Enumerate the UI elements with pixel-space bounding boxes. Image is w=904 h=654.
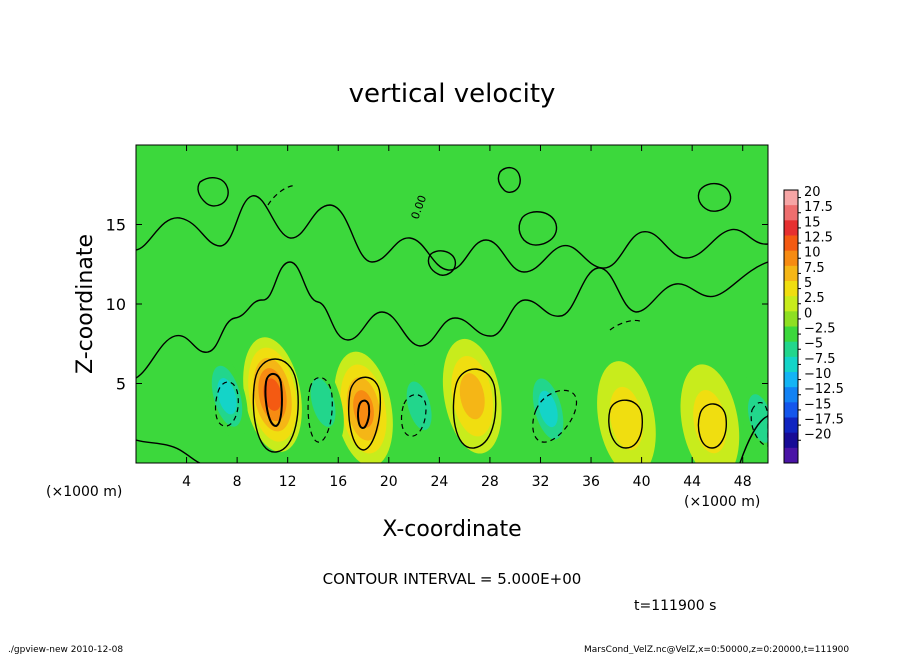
updraft-1-level-5 <box>263 378 282 411</box>
colorbar-swatch-8 <box>784 296 798 312</box>
colorbar-swatch-6 <box>784 265 798 282</box>
contour-downdraft-3 <box>400 394 427 437</box>
plot-area: 0.00 <box>136 145 768 463</box>
x-tick-label-28: 28 <box>481 474 499 490</box>
contour-lower-right <box>739 415 768 463</box>
contour-downdraft-2 <box>307 377 333 443</box>
contour-updraft-5 <box>697 403 728 449</box>
colorbar-label-15: −15 <box>804 397 831 412</box>
x-tick-label-48: 48 <box>734 474 752 490</box>
colorbar-swatch-13 <box>784 372 798 388</box>
contour-tower-4 <box>697 183 732 212</box>
contour-tower-3 <box>518 211 558 246</box>
contour-cloud-top <box>136 195 768 273</box>
x-tick-label-20: 20 <box>380 474 398 490</box>
y-tick-label-10: 10 <box>106 295 126 314</box>
colorbar-swatch-4 <box>784 235 798 252</box>
time-label: t=111900 s <box>634 598 716 614</box>
y-axis-ticks: 5 10 15 <box>106 216 768 394</box>
x-tick-label-32: 32 <box>532 474 550 490</box>
contour-downdraft-5 <box>750 402 768 447</box>
x-axis-ticks: 4 8 12 16 20 24 28 32 36 40 44 48 <box>182 145 752 490</box>
contour-tower-1 <box>197 177 229 207</box>
colorbar-label-4: 12.5 <box>804 231 833 246</box>
contour-downdraft-1 <box>214 381 239 427</box>
contour-updraft-3 <box>452 368 497 449</box>
x-tick-label-40: 40 <box>633 474 651 490</box>
colorbar-swatch-12 <box>784 356 798 373</box>
colorbar-label-2: 17.5 <box>804 200 833 215</box>
colorbar-swatch-2 <box>784 205 798 221</box>
negative-contours <box>214 185 768 447</box>
colorbar-swatch-17 <box>784 432 798 449</box>
colorbar-label-5: 10 <box>804 246 821 261</box>
colorbar-label-3: 15 <box>804 215 821 230</box>
colorbar-swatch-1 <box>784 190 798 206</box>
colorbar-labels: 2017.51512.5107.552.50−2.5−5−7.5−10−12.5… <box>798 185 844 443</box>
contour-tower-2 <box>497 166 521 194</box>
contour-updraft-4 <box>608 399 643 449</box>
x-tick-label-4: 4 <box>182 474 191 490</box>
x-tick-label-16: 16 <box>329 474 347 490</box>
colorbar-label-17: −20 <box>804 428 831 443</box>
colorbar-swatch-5 <box>784 250 798 267</box>
footer-left: ./gpview-new 2010-12-08 <box>8 645 123 654</box>
colorbar-swatch-16 <box>784 417 798 434</box>
contour-upper-dashed-1 <box>267 185 297 206</box>
y-axis-label: Z-coordinate <box>73 234 98 374</box>
colorbar-label-13: −10 <box>804 367 831 382</box>
contour-tower-5 <box>427 250 457 276</box>
colorbar-swatch-18 <box>784 447 798 464</box>
colorbar-label-16: −17.5 <box>804 413 844 428</box>
colorbar-label-8: 2.5 <box>804 291 825 306</box>
contour-interval-label: CONTOUR INTERVAL = 5.000E+00 <box>323 570 582 588</box>
footer-right: MarsCond_VelZ.nc@VelZ,x=0:50000,z=0:2000… <box>584 645 849 654</box>
contour-updraft-1 <box>252 358 299 453</box>
x-tick-label-24: 24 <box>430 474 448 490</box>
contour-downdraft-4 <box>532 389 578 443</box>
contour-updraft-1-core <box>264 373 283 428</box>
colorbar-swatch-3 <box>784 220 798 236</box>
colorbar-label-7: 5 <box>804 276 812 291</box>
colorbar-label-1: 20 <box>804 185 821 200</box>
chart-title: vertical velocity <box>349 79 556 109</box>
colorbar-label-6: 7.5 <box>804 261 825 276</box>
downdraft-3-level-2 <box>406 381 432 431</box>
updraft-3-level-3 <box>459 373 485 420</box>
contour-lower-left <box>136 439 201 463</box>
colorbar-label-11: −5 <box>804 337 823 352</box>
colorbar-label-12: −7.5 <box>804 352 836 367</box>
colorbar-swatch-9 <box>784 311 798 327</box>
contour-updraft-2 <box>348 376 382 451</box>
y-tick-label-5: 5 <box>116 375 126 394</box>
x-unit-right: (×1000 m) <box>684 494 760 510</box>
colorbar-label-14: −12.5 <box>804 382 844 397</box>
x-axis-label: X-coordinate <box>382 517 521 542</box>
x-tick-label-8: 8 <box>233 474 242 490</box>
colorbar-frame <box>783 189 799 464</box>
colorbar-label-10: −2.5 <box>804 322 836 337</box>
contour-upper-dashed-2 <box>609 319 643 331</box>
colorbar <box>783 189 799 464</box>
contour-lines <box>136 166 768 463</box>
colorbar-swatch-14 <box>784 387 798 403</box>
y-tick-label-15: 15 <box>106 216 126 235</box>
colorbar-label-9: 0 <box>804 306 812 321</box>
x-tick-label-12: 12 <box>279 474 297 490</box>
x-tick-label-36: 36 <box>582 474 600 490</box>
colorbar-swatch-7 <box>784 281 798 297</box>
x-unit-left: (×1000 m) <box>46 484 122 500</box>
colorbar-swatch-10 <box>784 326 798 343</box>
contour-upper-band <box>136 261 768 379</box>
colorbar-swatch-11 <box>784 341 798 358</box>
colorbar-swatch-15 <box>784 402 798 418</box>
downdraft-2-level-2 <box>310 378 336 427</box>
x-tick-label-44: 44 <box>683 474 701 490</box>
contour-updraft-2-core <box>357 399 371 430</box>
downdraft-1-level-3 <box>217 378 237 415</box>
